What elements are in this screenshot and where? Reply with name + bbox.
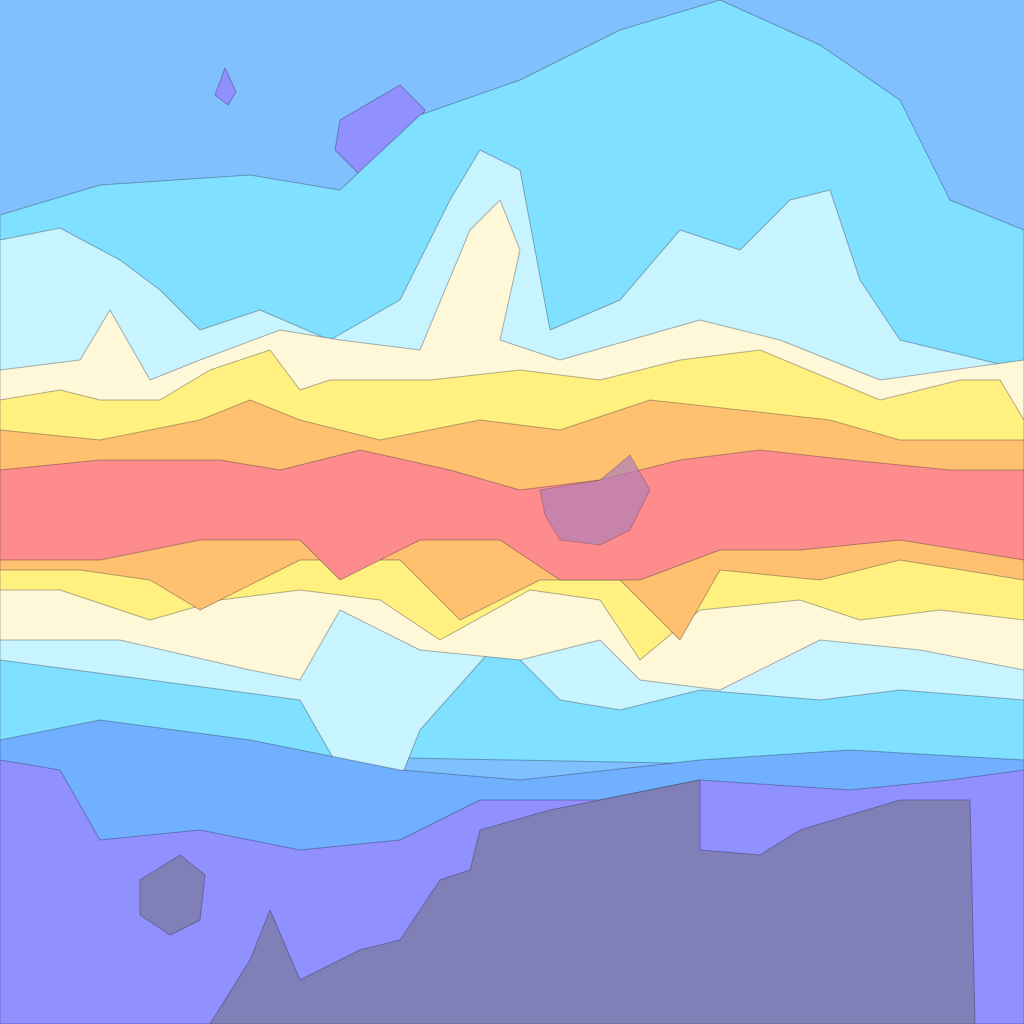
slate-region (209, 779, 976, 1024)
salmon-core (0, 449, 1024, 581)
slate-blob (139, 854, 206, 936)
purple-drop (214, 67, 237, 106)
purple-patch (539, 454, 651, 546)
